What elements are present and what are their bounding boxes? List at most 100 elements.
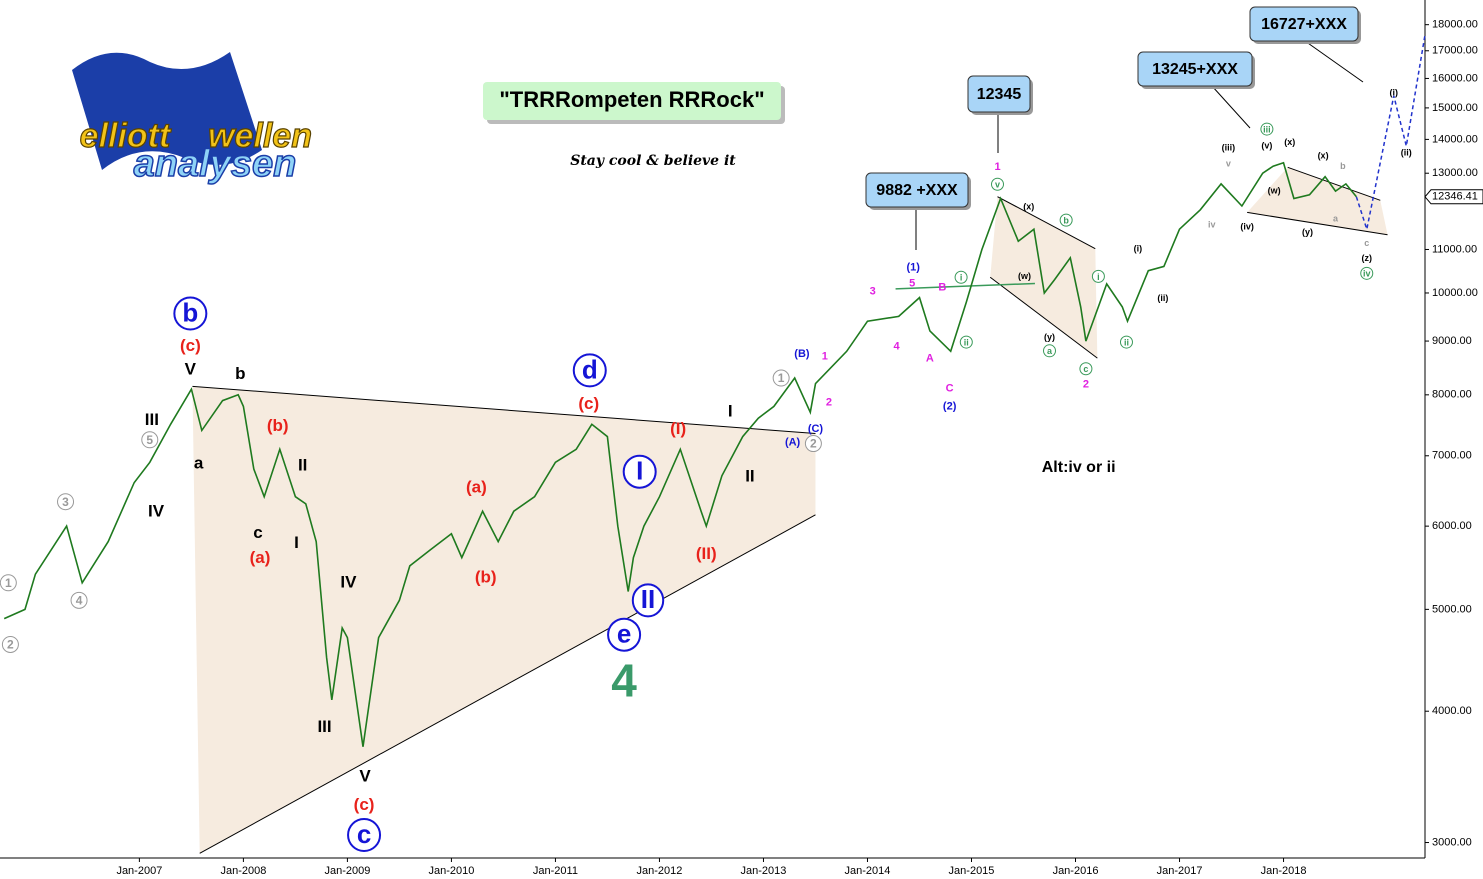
price-marker-label: 12346.41 (1432, 191, 1478, 203)
x-tick-label: Jan-2010 (428, 865, 474, 877)
channel-line (989, 276, 1098, 359)
wave-label: (a) (250, 548, 271, 567)
wave-label: (1) (907, 261, 921, 273)
y-tick-label: 17000.00 (1432, 45, 1478, 57)
channel-line (1247, 211, 1388, 236)
wave-label: II (641, 584, 655, 614)
wave-label: b (235, 364, 245, 383)
chart-subtitle: Stay cool & believe it (570, 153, 736, 169)
x-tick-label: Jan-2015 (949, 865, 995, 877)
wave-label: b (1063, 216, 1069, 226)
wave-label: v (1226, 159, 1231, 169)
wave-label: I (294, 533, 299, 552)
y-tick-label: 5000.00 (1432, 603, 1472, 615)
wave-label: V (359, 767, 371, 786)
wave-label: i (960, 273, 963, 283)
wave-label: (x) (1284, 137, 1295, 147)
wave-label: 1 (5, 576, 12, 590)
wave-label: (2) (943, 401, 957, 413)
logo-text: analysen (134, 143, 297, 185)
y-tick-label: 11000.00 (1432, 243, 1477, 255)
wave-label: v (995, 180, 1000, 190)
wave-label: (x) (1318, 150, 1329, 160)
projection-line (1355, 34, 1426, 233)
wave-circle (141, 431, 159, 449)
chart-title: "TRRRompeten RRRock" (499, 87, 764, 112)
wave-label: a (1047, 346, 1053, 356)
wave-label: 3 (62, 495, 69, 509)
wave-circle (57, 493, 75, 511)
wave-label: A (926, 352, 934, 364)
x-tick-label: Jan-2016 (1053, 865, 1099, 877)
y-tick-label: 3000.00 (1432, 836, 1472, 848)
wave-circle (954, 270, 968, 284)
wave-label: b (182, 297, 198, 327)
wave-label: (I) (670, 419, 686, 438)
wave-label: (B) (794, 348, 810, 360)
wave-label: IV (340, 572, 357, 591)
wave-label: 2 (7, 638, 14, 652)
wave-label: 1 (778, 371, 785, 385)
wave-label: (c) (354, 795, 375, 814)
callout-box (1249, 6, 1359, 42)
channel-line (192, 385, 816, 435)
channel-shade (192, 386, 816, 854)
wave-label: a (194, 453, 204, 472)
wave-label: (b) (267, 416, 289, 435)
wave-label: (iii) (1222, 142, 1236, 152)
y-tick-label: 16000.00 (1432, 72, 1478, 84)
wave-circle (772, 369, 790, 387)
trendline (895, 282, 1035, 290)
wave-circle (572, 353, 607, 388)
wave-label: (c) (578, 394, 599, 413)
wave-label: (z) (1362, 253, 1373, 263)
wave-label: (ii) (1157, 293, 1168, 303)
y-tick-label: 8000.00 (1432, 389, 1472, 401)
channel-line (199, 514, 816, 854)
wave-circle (1043, 344, 1057, 358)
wave-label: c (357, 819, 371, 849)
wave-label: (w) (1268, 185, 1281, 195)
wave-label: II (745, 466, 754, 485)
wave-circle (173, 296, 208, 331)
y-tick-label: 4000.00 (1432, 705, 1472, 717)
wave-label: 4 (611, 655, 637, 707)
wave-label: iv (1363, 269, 1371, 279)
channel-line (1287, 166, 1381, 201)
wave-circle (631, 583, 665, 618)
wave-label: 3 (870, 286, 876, 298)
x-tick-label: Jan-2017 (1157, 865, 1203, 877)
callout-box (967, 75, 1031, 113)
wave-circle (1360, 266, 1374, 280)
wave-circle (959, 335, 973, 349)
wave-label: 4 (894, 341, 901, 353)
wave-circle (0, 574, 17, 592)
wave-circle (1091, 269, 1105, 283)
wave-label: (x) (1023, 202, 1034, 212)
wave-circle (70, 591, 88, 609)
wave-label: II (298, 455, 307, 474)
background-layer (192, 167, 1388, 854)
wave-label: 4 (76, 593, 83, 607)
callout-box (865, 172, 969, 208)
wave-label: C (946, 382, 954, 394)
y-tick-label: 10000.00 (1432, 287, 1478, 299)
wave-circle (347, 817, 382, 852)
callout-label: 12345 (977, 86, 1022, 103)
callout-box (1137, 51, 1253, 87)
wave-label: a (1333, 214, 1339, 224)
wave-label: (C) (808, 423, 824, 435)
wave-circle (991, 177, 1004, 191)
wave-circle (1, 635, 19, 653)
wave-label: (y) (1044, 332, 1055, 342)
wave-circle (607, 617, 642, 652)
wave-label: (c) (180, 336, 201, 355)
y-tick-label: 14000.00 (1432, 133, 1478, 145)
wave-label: III (317, 717, 331, 736)
x-tick-label: Jan-2008 (220, 865, 266, 877)
wave-label: (w) (1018, 271, 1031, 281)
x-tick-label: Jan-2014 (845, 865, 891, 877)
wave-label: 2 (826, 397, 832, 409)
logo-text: elliott (80, 117, 172, 155)
wave-label: 2 (1083, 378, 1089, 390)
